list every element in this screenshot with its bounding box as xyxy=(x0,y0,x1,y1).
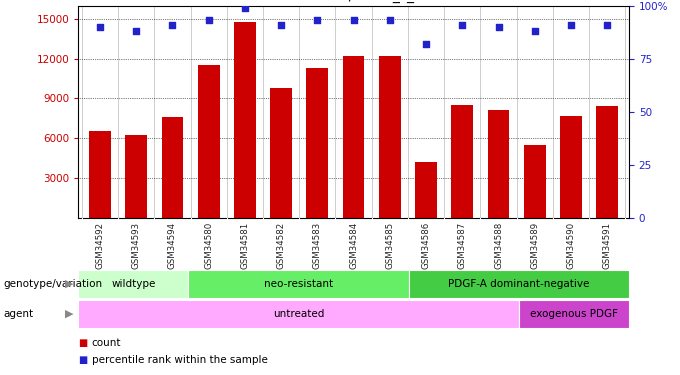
Text: GSM34594: GSM34594 xyxy=(168,222,177,268)
Point xyxy=(203,18,214,24)
Bar xyxy=(78,300,519,328)
Bar xyxy=(488,110,509,218)
Point xyxy=(348,18,359,24)
Text: wildtype: wildtype xyxy=(111,279,156,289)
Bar xyxy=(125,135,147,218)
Point xyxy=(95,24,105,30)
Bar xyxy=(343,56,364,217)
Bar xyxy=(198,65,220,218)
Bar xyxy=(188,270,409,298)
Bar xyxy=(270,88,292,218)
Text: GSM34587: GSM34587 xyxy=(458,222,466,269)
Point xyxy=(421,41,432,47)
Text: PDGF-A dominant-negative: PDGF-A dominant-negative xyxy=(448,279,590,289)
Point xyxy=(239,5,250,11)
Point xyxy=(384,18,395,24)
Bar xyxy=(596,106,618,218)
Bar xyxy=(307,68,328,218)
Bar xyxy=(415,162,437,218)
Text: ■: ■ xyxy=(78,355,88,365)
Text: untreated: untreated xyxy=(273,309,324,319)
Point xyxy=(312,18,323,24)
Text: GSM34583: GSM34583 xyxy=(313,222,322,269)
Bar xyxy=(89,131,111,218)
Text: agent: agent xyxy=(3,309,33,319)
Text: GSM34585: GSM34585 xyxy=(386,222,394,269)
Bar xyxy=(379,56,401,217)
Bar xyxy=(519,300,629,328)
Text: GSM34590: GSM34590 xyxy=(566,222,575,268)
Bar xyxy=(78,270,188,298)
Bar xyxy=(234,21,256,217)
Bar xyxy=(162,117,184,218)
Point xyxy=(275,22,286,28)
Point xyxy=(131,28,141,34)
Text: neo-resistant: neo-resistant xyxy=(264,279,333,289)
Point xyxy=(529,28,540,34)
Point xyxy=(457,22,468,28)
Text: exogenous PDGF: exogenous PDGF xyxy=(530,309,618,319)
Title: GDS1730 / 2031_s_at: GDS1730 / 2031_s_at xyxy=(279,0,428,3)
Text: GSM34592: GSM34592 xyxy=(95,222,105,268)
Text: ■: ■ xyxy=(78,338,88,348)
Text: GSM34589: GSM34589 xyxy=(530,222,539,268)
Text: GSM34584: GSM34584 xyxy=(349,222,358,269)
Text: GSM34588: GSM34588 xyxy=(494,222,503,269)
Point xyxy=(602,22,613,28)
Text: ▶: ▶ xyxy=(65,279,73,289)
Text: count: count xyxy=(92,338,121,348)
Bar xyxy=(524,145,545,218)
Text: genotype/variation: genotype/variation xyxy=(3,279,103,289)
Text: GSM34593: GSM34593 xyxy=(132,222,141,268)
Text: GSM34581: GSM34581 xyxy=(241,222,250,269)
Text: percentile rank within the sample: percentile rank within the sample xyxy=(92,355,268,365)
Point xyxy=(566,22,577,28)
Bar xyxy=(560,116,582,218)
Text: ▶: ▶ xyxy=(65,309,73,319)
Point xyxy=(493,24,504,30)
Text: GSM34580: GSM34580 xyxy=(204,222,213,269)
Point xyxy=(167,22,178,28)
Text: GSM34582: GSM34582 xyxy=(277,222,286,269)
Text: GSM34586: GSM34586 xyxy=(422,222,430,269)
Bar xyxy=(452,105,473,218)
Bar xyxy=(409,270,629,298)
Text: GSM34591: GSM34591 xyxy=(602,222,612,268)
